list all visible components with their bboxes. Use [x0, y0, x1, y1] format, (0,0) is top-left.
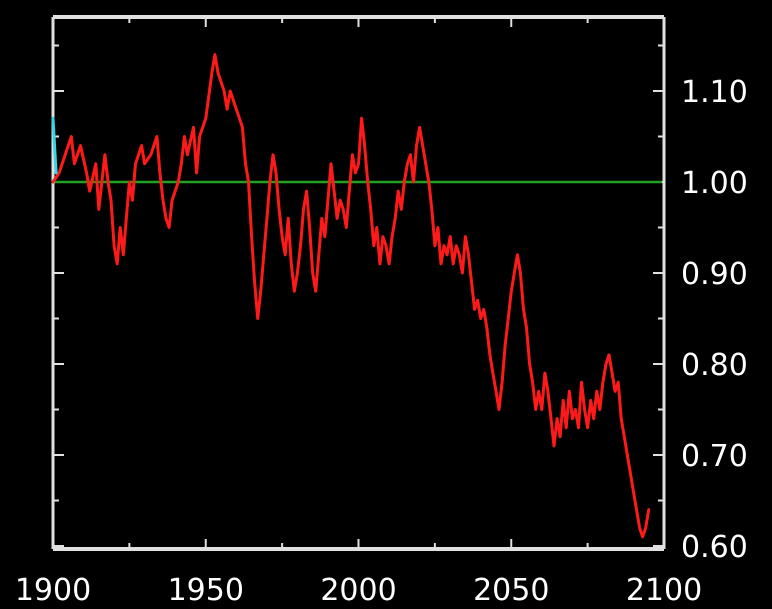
x-tick-label: 1900: [15, 573, 91, 608]
y-tick-label: 0.60: [681, 530, 748, 565]
x-tick-label: 1950: [168, 573, 244, 608]
y-tick-label: 1.00: [681, 166, 748, 201]
series-line-2: [51, 116, 58, 175]
x-axis-labels: 1900 1950 2000 2050 2100: [15, 573, 702, 608]
y-tick-label: 0.90: [681, 257, 748, 292]
series-line-1: [51, 53, 651, 539]
y-tick-label: 0.70: [681, 439, 748, 474]
y-tick-label: 0.80: [681, 348, 748, 383]
x-axis-ticks: [52, 17, 665, 549]
x-tick-label: 2050: [473, 573, 549, 608]
y-axis-labels: 0.60 0.70 0.80 0.90 1.00 1.10: [681, 75, 748, 565]
series-group: [51, 53, 651, 539]
x-tick-label: 2100: [626, 573, 702, 608]
y-tick-label: 1.10: [681, 75, 748, 110]
y-axis-ticks: [53, 44, 664, 547]
x-tick-label: 2000: [320, 573, 396, 608]
